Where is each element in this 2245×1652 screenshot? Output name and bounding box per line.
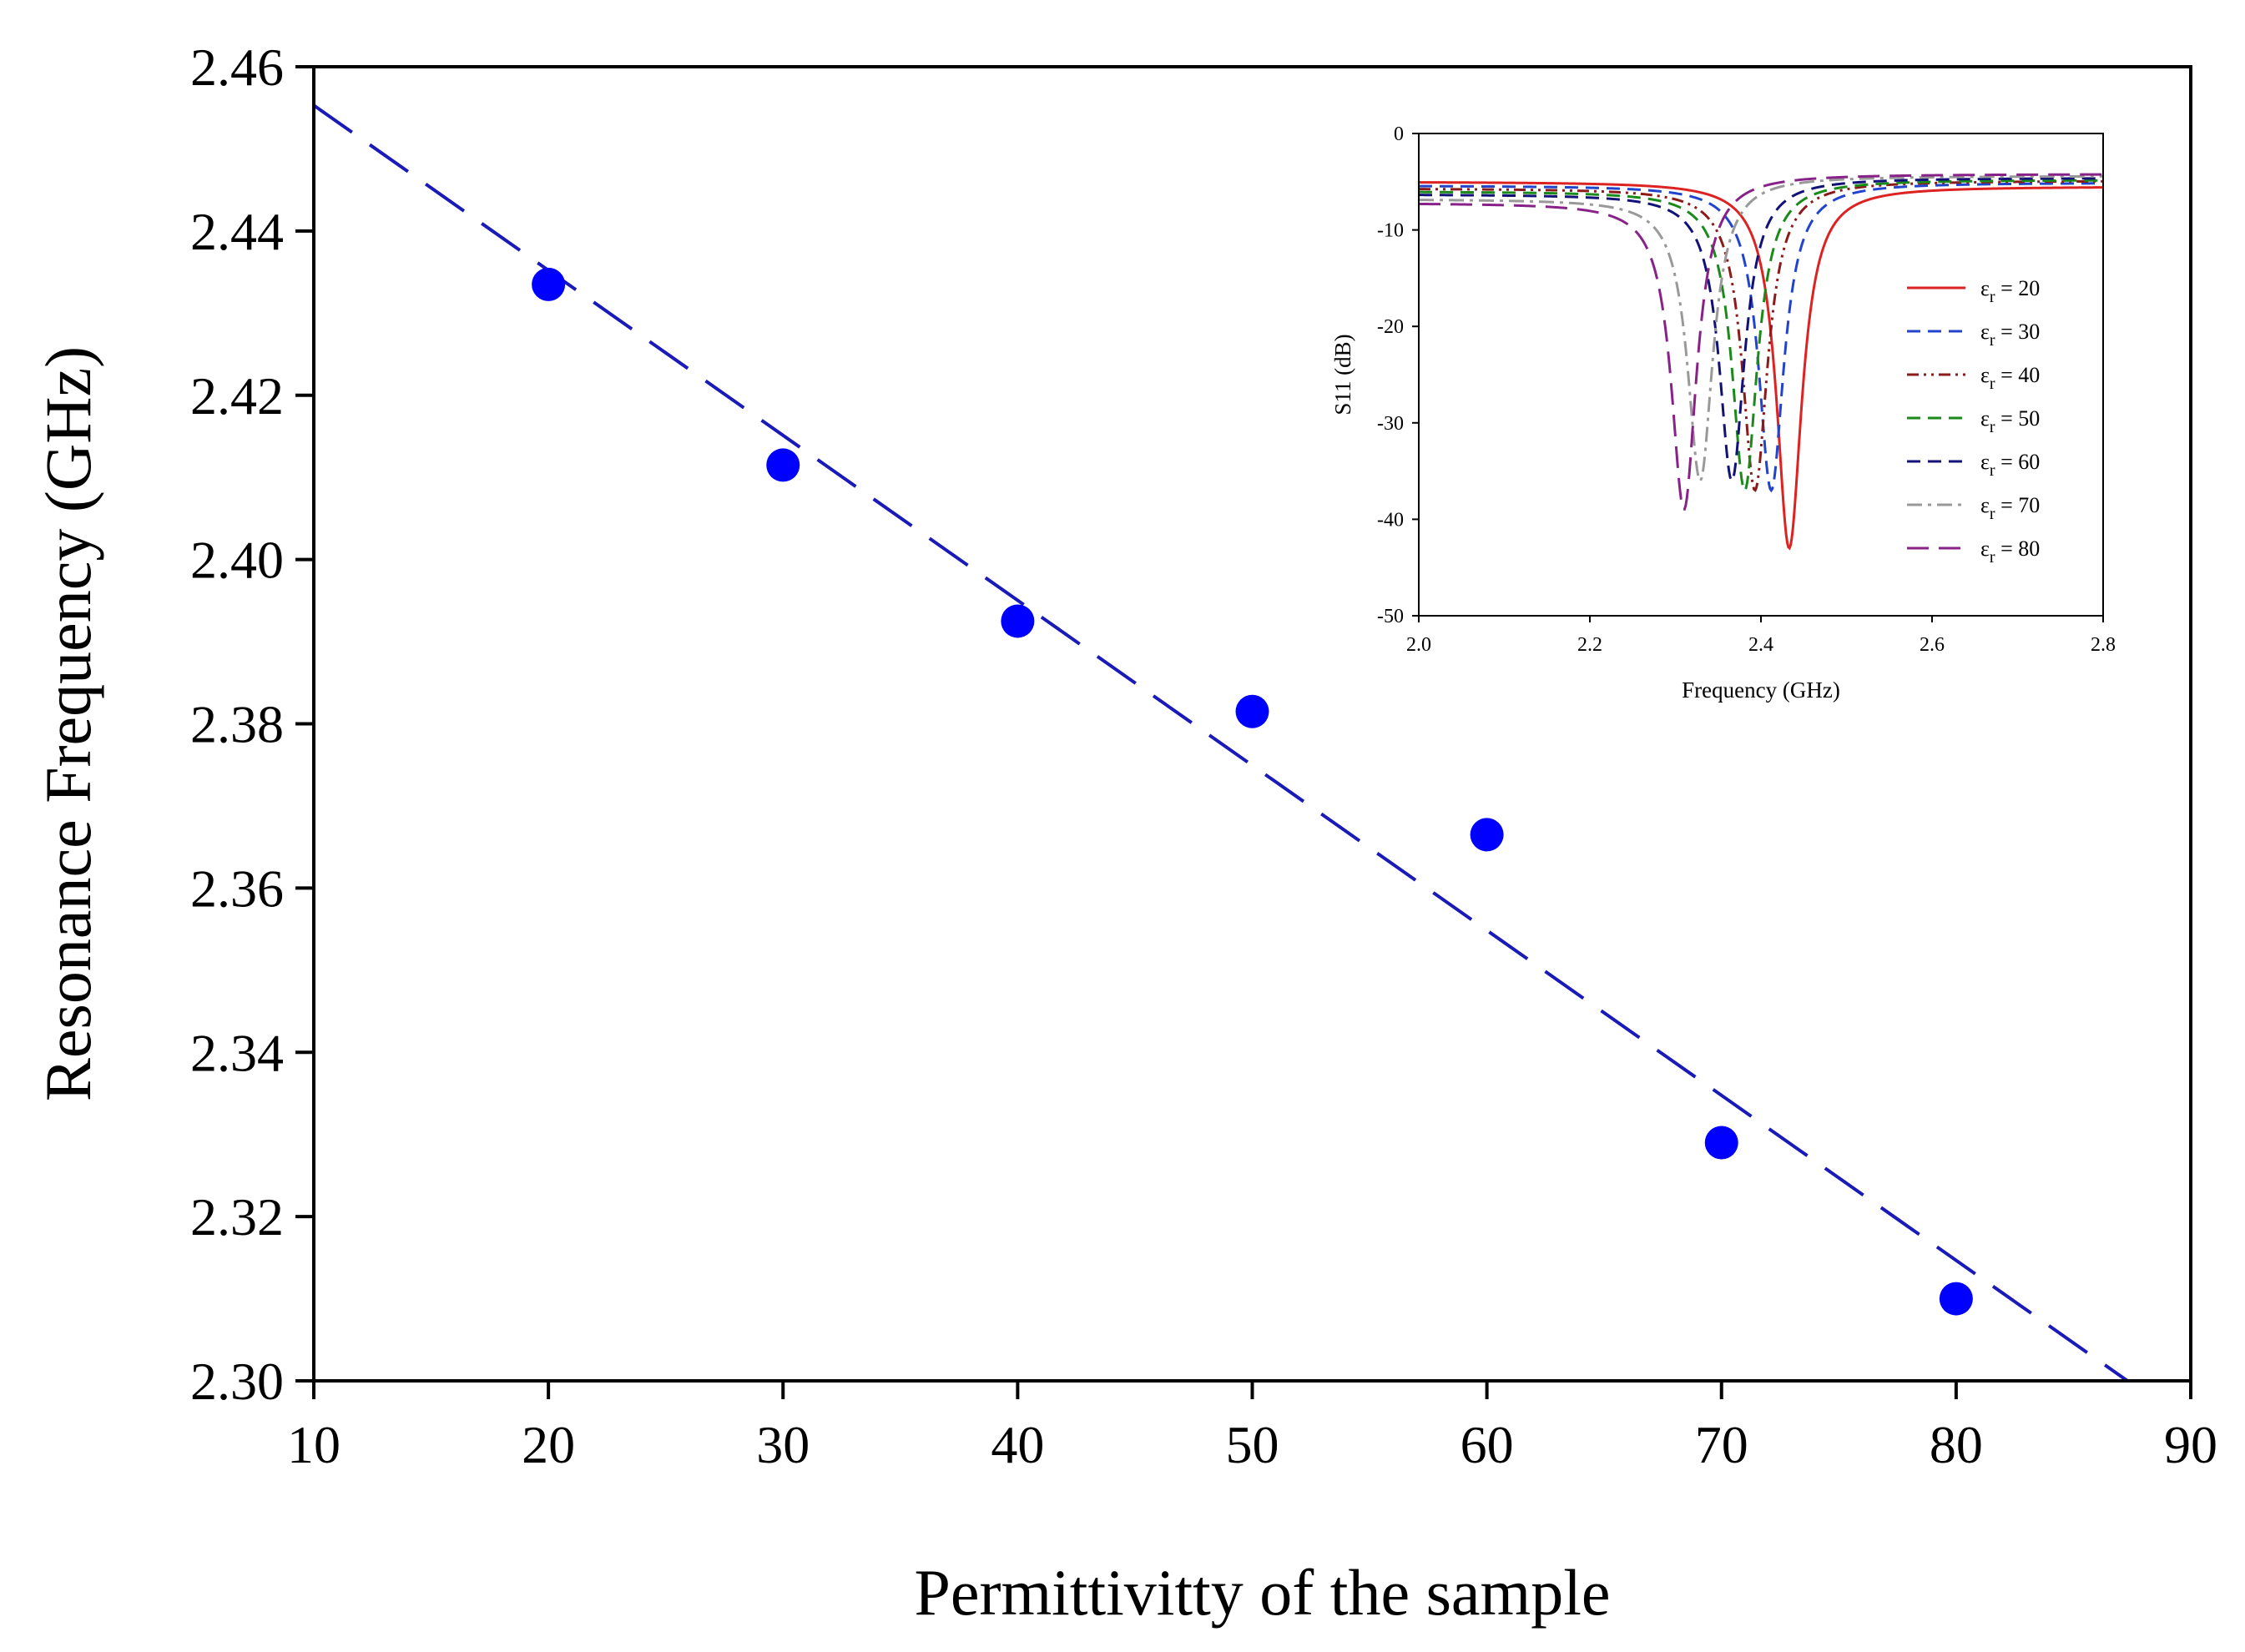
x-tick-label: 20 xyxy=(522,1415,575,1474)
data-point xyxy=(1001,604,1035,638)
legend-value: = 70 xyxy=(1995,493,2041,517)
legend-symbol: ε xyxy=(1980,363,1990,387)
s11-curve-eps-50 xyxy=(1419,179,2103,492)
legend-symbol: ε xyxy=(1980,493,1990,517)
x-tick-label: 10 xyxy=(287,1415,341,1474)
fit-line-layer xyxy=(312,103,2129,1383)
inset-x-tick-label: 2.6 xyxy=(1920,634,1945,656)
legend-subscript: r xyxy=(1990,288,1995,306)
y-tick-label: 2.40 xyxy=(190,531,284,590)
legend-subscript: r xyxy=(1990,505,1995,523)
legend-symbol: ε xyxy=(1980,536,1990,561)
linear-fit-line xyxy=(312,103,2129,1383)
legend-subscript: r xyxy=(1990,418,1995,436)
legend-value: = 60 xyxy=(1995,450,2041,474)
data-point xyxy=(766,448,800,482)
y-tick-label: 2.32 xyxy=(190,1187,284,1247)
legend-entry-eps-70: εr = 70 xyxy=(1980,493,2040,523)
inset-x-axis-label: Frequency (GHz) xyxy=(1682,677,1840,703)
y-tick-label: 2.46 xyxy=(190,38,284,97)
s11-curve-eps-70 xyxy=(1419,174,2103,483)
inset-y-axis-label: S11 (dB) xyxy=(1330,334,1355,415)
data-point xyxy=(1704,1126,1738,1160)
main-y-axis-label: Resonance Frequency (GHz) xyxy=(32,346,104,1101)
inset-y-tick-label: -10 xyxy=(1377,220,1404,242)
inset-y-tick-label: 0 xyxy=(1394,123,1404,145)
inset-x-tick-label: 2.4 xyxy=(1748,634,1773,656)
y-tick-label: 2.36 xyxy=(190,859,284,918)
legend-entry-eps-20: εr = 20 xyxy=(1980,276,2040,306)
inset-x-axis: 2.0 2.2 2.4 2.6 2.8 xyxy=(1406,616,2116,656)
legend-value: = 20 xyxy=(1995,276,2041,300)
x-tick-label: 60 xyxy=(1461,1415,1514,1474)
legend-entry-eps-50: εr = 50 xyxy=(1980,406,2040,436)
inset-background xyxy=(1419,133,2103,616)
x-tick-label: 90 xyxy=(2164,1415,2217,1474)
data-point xyxy=(1235,694,1269,728)
inset-y-tick-label: -30 xyxy=(1377,413,1404,435)
legend-entry-eps-30: εr = 30 xyxy=(1980,320,2040,350)
legend-symbol: ε xyxy=(1980,406,1990,431)
legend-entry-eps-80: εr = 80 xyxy=(1980,536,2040,567)
legend-subscript: r xyxy=(1990,331,1995,350)
legend-value: = 40 xyxy=(1995,363,2041,387)
inset-y-tick-label: -40 xyxy=(1377,509,1404,531)
data-point xyxy=(532,267,566,301)
s11-curve-eps-20 xyxy=(1419,181,2103,551)
x-tick-label: 40 xyxy=(991,1415,1044,1474)
inset-y-tick-label: -20 xyxy=(1377,316,1404,338)
s11-curve-eps-80 xyxy=(1419,173,2103,511)
s11-curve-eps-60 xyxy=(1419,177,2103,482)
data-point xyxy=(1939,1282,1973,1316)
y-tick-label: 2.34 xyxy=(190,1023,284,1082)
x-tick-label: 70 xyxy=(1695,1415,1748,1474)
s11-curve-eps-30 xyxy=(1419,182,2103,493)
data-point xyxy=(1470,818,1504,852)
y-tick-label: 2.38 xyxy=(190,695,284,754)
x-tick-label: 50 xyxy=(1226,1415,1279,1474)
legend-value: = 50 xyxy=(1995,406,2041,431)
main-plot: 10 20 30 40 50 60 70 80 90 2.302.322.342.362.382… xyxy=(32,38,2217,1629)
inset-x-tick-label: 2.0 xyxy=(1406,634,1431,656)
x-tick-label: 30 xyxy=(756,1415,810,1474)
inset-x-tick-label: 2.2 xyxy=(1577,634,1602,656)
legend-symbol: ε xyxy=(1980,276,1990,300)
legend-subscript: r xyxy=(1990,375,1995,393)
legend-entry-eps-60: εr = 60 xyxy=(1980,450,2040,480)
y-tick-label: 2.42 xyxy=(190,366,284,426)
legend-subscript: r xyxy=(1990,548,1995,567)
legend-value: = 80 xyxy=(1995,536,2041,561)
main-y-axis: 2.30 2.32 2.34 2.36 2.38 2.40 2.42 2.44 2.46 xyxy=(190,38,314,1411)
legend-symbol: ε xyxy=(1980,450,1990,474)
inset-y-axis: 0 -10 -20 -30 -40 -50 xyxy=(1377,123,1419,627)
legend-entry-eps-40: εr = 40 xyxy=(1980,363,2040,393)
x-tick-label: 80 xyxy=(1930,1415,1983,1474)
main-x-axis: 10 20 30 40 50 60 70 80 90 xyxy=(287,1381,2217,1474)
y-tick-label: 2.44 xyxy=(190,202,284,261)
legend-value: = 30 xyxy=(1995,320,2041,344)
inset-y-tick-label: -50 xyxy=(1377,606,1404,627)
inset-x-tick-label: 2.8 xyxy=(2091,634,2116,656)
data-points-layer xyxy=(532,267,1973,1316)
inset-plot: 2.0 2.2 2.4 2.6 2.8 0 -10 -20 -30 -40 -50 Frequen… xyxy=(1330,123,2116,703)
y-tick-label: 2.30 xyxy=(190,1352,284,1411)
legend-subscript: r xyxy=(1990,461,1995,480)
s11-curves-layer xyxy=(1419,173,2103,551)
main-x-axis-label: Permittivitty of the sample xyxy=(914,1556,1610,1629)
legend-symbol: ε xyxy=(1980,320,1990,344)
